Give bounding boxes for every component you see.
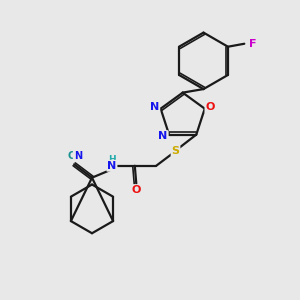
Text: O: O: [206, 102, 215, 112]
Text: C: C: [68, 151, 75, 161]
Text: O: O: [132, 185, 141, 195]
Text: N: N: [107, 161, 116, 171]
Text: N: N: [74, 151, 82, 161]
Text: N: N: [150, 102, 159, 112]
Text: F: F: [249, 39, 256, 49]
Text: S: S: [172, 146, 179, 156]
Text: H: H: [108, 155, 116, 164]
Text: N: N: [158, 131, 168, 141]
